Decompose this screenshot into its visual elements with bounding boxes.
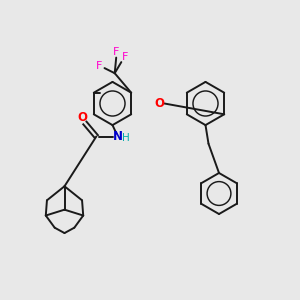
- Text: F: F: [113, 46, 119, 57]
- Text: H: H: [122, 133, 130, 143]
- Text: F: F: [122, 52, 128, 62]
- Text: O: O: [154, 97, 164, 110]
- Text: N: N: [113, 130, 123, 143]
- Text: O: O: [77, 111, 88, 124]
- Text: F: F: [96, 61, 102, 71]
